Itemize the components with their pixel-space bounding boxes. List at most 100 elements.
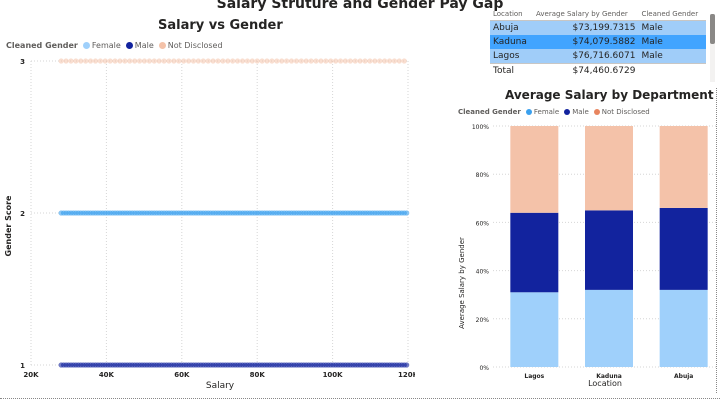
scatter-point-not-disclosed: [274, 58, 280, 64]
bar-segment-not-disclosed: [585, 126, 633, 211]
scatter-title: Salary vs Gender: [158, 18, 283, 33]
scatter-point-not-disclosed: [156, 58, 162, 64]
scatter-point-not-disclosed: [377, 58, 383, 64]
scatter-point-not-disclosed: [288, 58, 295, 64]
scatter-point-not-disclosed: [190, 58, 197, 64]
bar-segment-not-disclosed: [659, 126, 708, 208]
scatter-point-not-disclosed: [205, 58, 211, 64]
page-edge-divider: [716, 88, 718, 393]
scatter-point-not-disclosed: [225, 58, 231, 64]
scatter-point-not-disclosed: [210, 58, 216, 64]
scatter-point-male: [404, 362, 410, 368]
table-scrollbar-thumb[interactable]: [710, 14, 715, 44]
legend-item-not-disclosed[interactable]: Not Disclosed: [158, 41, 223, 50]
scatter-point-not-disclosed: [401, 58, 407, 64]
bar-segment-not-disclosed: [510, 126, 559, 213]
scatter-point-not-disclosed: [386, 58, 393, 64]
scatter-point-not-disclosed: [372, 58, 378, 64]
scatter-point-not-disclosed: [220, 58, 226, 64]
scatter-point-not-disclosed: [176, 58, 182, 64]
scatter-point-not-disclosed: [382, 58, 388, 64]
scatter-point-not-disclosed: [264, 58, 270, 64]
scatter-x-tick-label: 100K: [323, 371, 344, 379]
scatter-point-not-disclosed: [318, 58, 324, 64]
scatter-point-female: [404, 210, 410, 216]
scatter-point-not-disclosed: [161, 58, 167, 64]
scatter-point-not-disclosed: [215, 58, 221, 64]
column-header-cleaned-gender[interactable]: Cleaned Gender: [638, 8, 706, 21]
bar-legend-item-male[interactable]: Male: [564, 108, 589, 116]
scatter-point-not-disclosed: [78, 58, 84, 64]
scatter-x-tick-label: 120K: [398, 371, 415, 379]
bar-visual[interactable]: Average Salary by Department Cleaned Gen…: [455, 86, 720, 396]
scatter-point-not-disclosed: [254, 58, 260, 64]
scatter-point-not-disclosed: [166, 58, 172, 64]
scatter-point-not-disclosed: [244, 58, 250, 64]
scatter-x-axis-title: Salary: [206, 381, 235, 391]
scatter-point-not-disclosed: [117, 58, 123, 64]
cell-location: Abuja: [490, 20, 534, 35]
legend-item-female[interactable]: Female: [82, 41, 121, 50]
legend-female-marker: [82, 42, 90, 49]
scatter-y-tick-label: 1: [20, 362, 25, 370]
scatter-point-not-disclosed: [87, 58, 94, 64]
scatter-y-tick-label: 3: [20, 58, 25, 66]
scatter-point-not-disclosed: [328, 58, 334, 64]
bar-legend-male-marker: [564, 109, 571, 115]
legend-male-marker: [125, 42, 133, 49]
table-scrollbar[interactable]: [710, 14, 715, 82]
bar-x-tick-label: Abuja: [674, 373, 693, 380]
table-row[interactable]: Kaduna $74,079.5882 Male: [490, 35, 706, 49]
scatter-point-not-disclosed: [68, 58, 74, 64]
scatter-point-not-disclosed: [195, 58, 201, 64]
table-row[interactable]: Lagos $76,716.6071 Male: [490, 49, 706, 64]
bar-y-tick-label: 60%: [476, 220, 490, 227]
scatter-point-not-disclosed: [362, 58, 368, 64]
legend-not-disclosed-marker: [158, 42, 166, 49]
bar-segment-male: [585, 210, 633, 290]
stacked-bar-chart[interactable]: 0% 20% 40% 60% 80% 100% Lagos Kaduna Abuja Avera…: [455, 86, 720, 396]
cell-average-salary: $74,079.5882: [533, 35, 639, 49]
total-empty-cell: [638, 63, 706, 78]
scatter-point-not-disclosed: [337, 58, 344, 64]
bar-segment-female: [510, 292, 559, 367]
scatter-point-not-disclosed: [396, 58, 402, 64]
cell-average-salary: $73,199.7315: [533, 20, 639, 35]
bar-legend-not-disclosed-marker: [593, 109, 600, 115]
bar-legend-title: Cleaned Gender: [458, 108, 521, 116]
column-header-location[interactable]: Location: [490, 8, 534, 21]
cell-gender: Male: [638, 35, 706, 49]
total-value: $74,460.6729: [533, 63, 639, 78]
scatter-point-not-disclosed: [352, 58, 358, 64]
cell-gender: Male: [638, 49, 706, 64]
scatter-plot[interactable]: 20K 40K 60K 80K 100K 120K 1 2 3 Gender Score Sal…: [0, 14, 415, 394]
page-bottom-divider: [0, 398, 720, 399]
bar-segment-male: [510, 212, 559, 293]
legend-item-male[interactable]: Male: [125, 41, 154, 50]
bar-y-tick-label: 100%: [472, 124, 489, 131]
bar-y-tick-label: 40%: [476, 269, 490, 276]
bar-legend-item-female[interactable]: Female: [525, 108, 559, 116]
scatter-point-not-disclosed: [367, 58, 373, 64]
scatter-point-not-disclosed: [127, 58, 133, 64]
column-header-average-salary[interactable]: Average Salary by Gender: [533, 8, 639, 21]
scatter-point-not-disclosed: [342, 58, 349, 64]
scatter-point-not-disclosed: [122, 58, 128, 64]
bar-y-tick-label: 80%: [476, 172, 490, 179]
scatter-visual[interactable]: Salary vs Gender Cleaned Gender Female M…: [0, 14, 415, 394]
bar-y-axis-title: Average Salary by Gender: [458, 237, 466, 329]
cell-average-salary: $76,716.6071: [533, 49, 639, 64]
scatter-point-not-disclosed: [259, 58, 265, 64]
table-row[interactable]: Abuja $73,199.7315 Male: [490, 20, 706, 35]
bar-legend-item-not-disclosed[interactable]: Not Disclosed: [593, 108, 650, 116]
bar-y-tick-label: 0%: [479, 365, 489, 372]
scatter-point-not-disclosed: [132, 58, 138, 64]
scatter-point-not-disclosed: [107, 58, 113, 64]
scatter-legend: Cleaned Gender Female Male Not Disclosed: [6, 41, 223, 50]
report-title: Salary Struture and Gender Pay Gap: [216, 0, 504, 12]
scatter-point-not-disclosed: [185, 58, 192, 64]
location-table[interactable]: Location Average Salary by Gender Cleane…: [490, 8, 710, 88]
scatter-point-not-disclosed: [269, 58, 275, 64]
scatter-x-tick-label: 40K: [99, 371, 115, 379]
scatter-point-not-disclosed: [303, 58, 309, 64]
